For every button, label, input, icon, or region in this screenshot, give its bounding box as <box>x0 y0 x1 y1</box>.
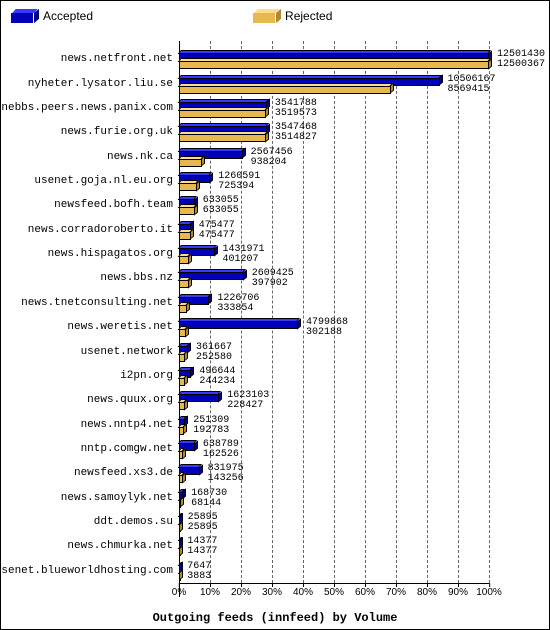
y-label: usenet.network <box>81 346 173 358</box>
value-label-rejected: 252580 <box>196 352 232 363</box>
y-label: ddt.demos.su <box>94 516 173 528</box>
x-tick: 70% <box>386 587 406 598</box>
y-label: news.chmurka.net <box>67 540 173 552</box>
value-label-rejected: 725394 <box>218 181 254 192</box>
value-label-rejected: 162526 <box>203 449 239 460</box>
value-label-rejected: 143256 <box>208 473 244 484</box>
value-label-rejected: 302188 <box>306 327 342 338</box>
value-label-rejected: 192783 <box>193 425 229 436</box>
y-label: usenet.goja.nl.eu.org <box>34 175 173 187</box>
chart-container: Accepted Rejected 0% 10% 20% 30% 40% 50% 60% 70… <box>0 0 550 630</box>
y-label: news.netfront.net <box>61 53 173 65</box>
value-label-rejected: 8569415 <box>448 84 490 95</box>
y-label: news.hispagatos.org <box>48 248 173 260</box>
x-axis-title: Outgoing feeds (innfeed) by Volume <box>153 611 398 625</box>
y-label: nyheter.lysator.liu.se <box>28 78 173 90</box>
value-label-rejected: 12500367 <box>497 59 545 70</box>
value-label-rejected: 633055 <box>203 205 239 216</box>
value-label-rejected: 228427 <box>227 400 263 411</box>
value-label-rejected: 3519573 <box>275 108 317 119</box>
x-tick: 90% <box>448 587 468 598</box>
legend-label-accepted: Accepted <box>43 9 93 23</box>
value-label-rejected: 68144 <box>191 498 221 509</box>
y-label: news.corradoroberto.it <box>28 224 173 236</box>
y-label: news.bbs.nz <box>100 272 173 284</box>
x-tick: 0% <box>172 587 186 598</box>
legend-rejected: Rejected <box>253 9 332 23</box>
y-label: endofthelinebbs.peers.news.panix.com <box>0 102 173 114</box>
grid-line <box>489 41 490 583</box>
x-tick: 60% <box>355 587 375 598</box>
y-label: news.nk.ca <box>107 151 173 163</box>
value-label-rejected: 25895 <box>188 522 218 533</box>
y-label: nntp.comgw.net <box>81 443 173 455</box>
y-label: news.samoylyk.net <box>61 492 173 504</box>
value-label-rejected: 244234 <box>199 376 235 387</box>
value-label-rejected: 333854 <box>217 303 253 314</box>
grid-line <box>458 41 459 583</box>
grid-line <box>334 41 335 583</box>
x-tick: 20% <box>231 587 251 598</box>
legend-box-rejected <box>253 9 279 23</box>
value-label-rejected: 3514827 <box>275 132 317 143</box>
y-label: news.quux.org <box>87 394 173 406</box>
legend-box-accepted <box>11 9 37 23</box>
value-label-rejected: 938204 <box>251 157 287 168</box>
y-label: news.furie.org.uk <box>61 126 173 138</box>
y-label: news.nntp4.net <box>81 419 173 431</box>
y-label: i2pn.org <box>120 370 173 382</box>
x-tick: 50% <box>324 587 344 598</box>
x-tick: 10% <box>200 587 220 598</box>
legend-accepted: Accepted <box>11 9 93 23</box>
y-label: usenet.blueworldhosting.com <box>0 565 173 577</box>
x-tick: 40% <box>293 587 313 598</box>
value-label-rejected: 475477 <box>199 230 235 241</box>
y-label: news.tnetconsulting.net <box>21 297 173 309</box>
y-label: news.weretis.net <box>67 321 173 333</box>
grid-line <box>365 41 366 583</box>
x-tick: 100% <box>476 587 502 598</box>
value-label-rejected: 3883 <box>187 571 211 582</box>
grid-line <box>272 41 273 583</box>
y-label: newsfeed.bofh.team <box>54 199 173 211</box>
y-label: newsfeed.xs3.de <box>74 467 173 479</box>
value-label-rejected: 14377 <box>187 546 217 557</box>
x-tick: 80% <box>417 587 437 598</box>
legend-label-rejected: Rejected <box>285 9 332 23</box>
value-label-rejected: 397902 <box>252 278 288 289</box>
grid-line <box>427 41 428 583</box>
plot-area: 0%10%20%30%40%50%60%70%80%90%100%1250143… <box>179 41 489 597</box>
legend: Accepted Rejected <box>1 1 549 27</box>
grid-line <box>396 41 397 583</box>
value-label-rejected: 401207 <box>223 254 259 265</box>
x-tick: 30% <box>262 587 282 598</box>
